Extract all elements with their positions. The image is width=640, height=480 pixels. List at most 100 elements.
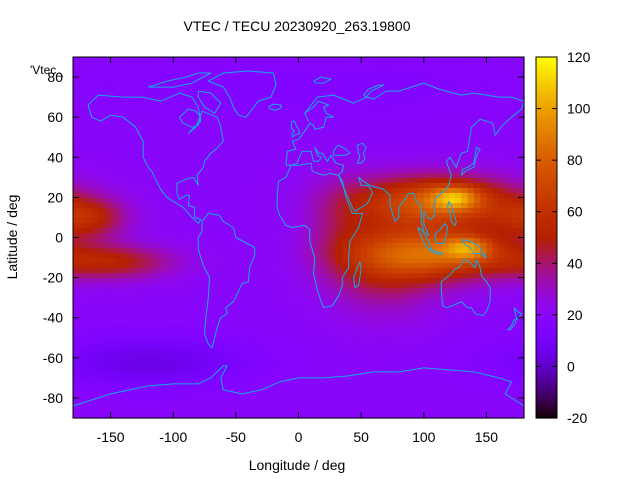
heatmap-cell bbox=[148, 237, 156, 244]
heatmap-cell bbox=[336, 382, 343, 389]
heatmap-cell bbox=[204, 307, 212, 314]
heatmap-cell bbox=[367, 162, 375, 168]
heatmap-cell bbox=[467, 347, 475, 354]
heatmap-cell bbox=[411, 292, 419, 299]
heatmap-cell bbox=[248, 207, 256, 214]
heatmap-cell bbox=[304, 357, 312, 364]
heatmap-cell bbox=[292, 62, 300, 68]
heatmap-cell bbox=[254, 277, 262, 284]
heatmap-cell bbox=[373, 392, 381, 399]
heatmap-cell bbox=[141, 347, 149, 354]
heatmap-cell bbox=[461, 372, 469, 379]
heatmap-cell bbox=[417, 137, 425, 143]
heatmap-cell bbox=[179, 102, 187, 108]
heatmap-cell bbox=[129, 97, 137, 103]
heatmap-cell bbox=[141, 387, 149, 394]
heatmap-cell bbox=[198, 57, 206, 63]
heatmap-cell bbox=[430, 337, 437, 344]
heatmap-cell bbox=[267, 287, 275, 294]
heatmap-cell bbox=[311, 392, 318, 399]
heatmap-cell bbox=[98, 82, 105, 88]
heatmap-cell bbox=[448, 357, 456, 364]
heatmap-cell bbox=[154, 217, 162, 224]
heatmap-cell bbox=[486, 102, 494, 108]
heatmap-cell bbox=[141, 77, 149, 83]
heatmap-cell bbox=[285, 337, 293, 344]
heatmap-cell bbox=[91, 197, 99, 203]
heatmap-cell bbox=[285, 357, 293, 364]
heatmap-cell bbox=[179, 317, 187, 324]
heatmap-cell bbox=[204, 367, 212, 374]
heatmap-cell bbox=[148, 307, 156, 314]
heatmap-cell bbox=[373, 257, 381, 264]
heatmap-cell bbox=[361, 132, 368, 138]
heatmap-cell bbox=[210, 397, 218, 404]
heatmap-cell bbox=[85, 132, 93, 138]
heatmap-cell bbox=[373, 172, 381, 178]
heatmap-cell bbox=[73, 107, 80, 113]
heatmap-cell bbox=[386, 82, 394, 88]
heatmap-cell bbox=[329, 267, 337, 274]
heatmap-cell bbox=[285, 87, 293, 93]
heatmap-cell bbox=[298, 302, 306, 309]
heatmap-cell bbox=[217, 317, 224, 324]
heatmap-cell bbox=[392, 207, 400, 214]
heatmap-cell bbox=[217, 287, 224, 294]
heatmap-cell bbox=[354, 387, 362, 394]
heatmap-cell bbox=[185, 162, 193, 168]
heatmap-cell bbox=[292, 297, 300, 304]
heatmap-cell bbox=[342, 277, 350, 284]
heatmap-cell bbox=[98, 287, 105, 294]
heatmap-cell bbox=[267, 87, 275, 93]
heatmap-cell bbox=[492, 182, 500, 188]
heatmap-cell bbox=[148, 252, 156, 259]
heatmap-cell bbox=[467, 72, 475, 78]
heatmap-cell bbox=[367, 317, 375, 324]
heatmap-cell bbox=[386, 62, 394, 68]
heatmap-cell bbox=[235, 172, 243, 178]
heatmap-cell bbox=[461, 152, 469, 158]
heatmap-cell bbox=[79, 122, 87, 128]
heatmap-cell bbox=[411, 287, 419, 294]
heatmap-cell bbox=[448, 397, 456, 404]
heatmap-cell bbox=[116, 122, 124, 128]
heatmap-cell bbox=[442, 67, 450, 73]
heatmap-cell bbox=[448, 67, 456, 73]
heatmap-cell bbox=[367, 312, 375, 319]
heatmap-cell bbox=[204, 162, 212, 168]
heatmap-cell bbox=[148, 277, 156, 284]
heatmap-cell bbox=[473, 57, 481, 63]
heatmap-cell bbox=[317, 312, 325, 319]
heatmap-cell bbox=[311, 167, 318, 173]
heatmap-cell bbox=[223, 232, 231, 239]
heatmap-cell bbox=[379, 342, 387, 349]
heatmap-cell bbox=[367, 327, 375, 334]
heatmap-cell bbox=[235, 342, 243, 349]
heatmap-cell bbox=[73, 347, 80, 354]
heatmap-cell bbox=[91, 177, 99, 183]
heatmap-cell bbox=[185, 92, 193, 98]
heatmap-cell bbox=[116, 247, 124, 254]
heatmap-cell bbox=[185, 217, 193, 224]
heatmap-cell bbox=[473, 197, 481, 203]
heatmap-cell bbox=[79, 162, 87, 168]
heatmap-cell bbox=[398, 117, 406, 123]
heatmap-cell bbox=[354, 127, 362, 133]
heatmap-cell bbox=[498, 192, 506, 198]
heatmap-cell bbox=[411, 122, 419, 128]
heatmap-cell bbox=[79, 312, 87, 319]
heatmap-cell bbox=[242, 222, 249, 229]
heatmap-cell bbox=[367, 77, 375, 83]
heatmap-cell bbox=[398, 397, 406, 404]
heatmap-cell bbox=[373, 272, 381, 279]
heatmap-cell bbox=[279, 72, 287, 78]
heatmap-cell bbox=[79, 227, 87, 234]
heatmap-cell bbox=[486, 162, 494, 168]
heatmap-cell bbox=[329, 277, 337, 284]
heatmap-cell bbox=[229, 67, 237, 73]
heatmap-cell bbox=[173, 257, 181, 264]
heatmap-cell bbox=[430, 142, 437, 148]
heatmap-cell bbox=[123, 242, 130, 249]
heatmap-cell bbox=[73, 252, 80, 259]
heatmap-cell bbox=[323, 142, 331, 148]
